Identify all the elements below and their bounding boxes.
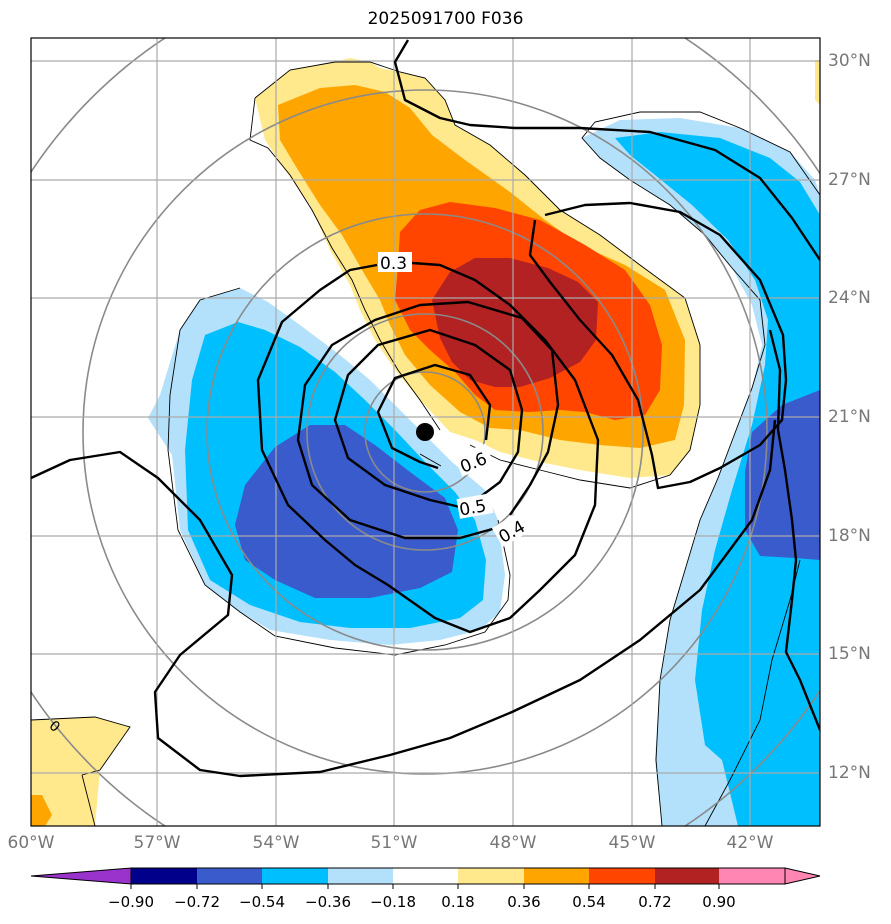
colorbar-seg-1 — [131, 868, 197, 884]
colorbar-tick-label: −0.36 — [305, 893, 351, 911]
range-ring-4 — [82, 89, 768, 775]
colorbar-seg-2 — [197, 868, 262, 884]
contour-0.3-left — [256, 261, 600, 634]
colorbar-tick-label: 0.90 — [702, 893, 736, 911]
range-rings — [31, 38, 820, 826]
range-ring-3 — [206, 213, 644, 651]
map-frame — [30, 37, 821, 827]
contour-0 — [31, 419, 777, 778]
contour-label-0.3: 0.3 — [380, 254, 407, 274]
lon-label-42w: 42°W — [726, 833, 774, 853]
colorbar-seg-7 — [524, 868, 589, 884]
lat-label-15n: 15°N — [828, 644, 871, 664]
contour-label-0.5: 0.5 — [458, 496, 488, 520]
lat-label-21n: 21°N — [828, 407, 871, 427]
colorbar-seg-8 — [589, 868, 655, 884]
shade-neg0.36-blue-e — [615, 132, 820, 826]
thick-contours — [31, 39, 820, 778]
lon-label-48w: 48°W — [489, 833, 537, 853]
lon-label-51w: 51°W — [370, 833, 418, 853]
colorbar-tick-label: 0.54 — [572, 893, 606, 911]
contour-0.4 — [296, 300, 560, 540]
contour-0.3-right — [393, 39, 820, 261]
colorbar-seg-6 — [458, 868, 524, 884]
colorbar — [30, 867, 821, 889]
lat-label-24n: 24°N — [828, 288, 871, 308]
colorbar-tick-label: −0.90 — [108, 893, 154, 911]
colorbar-tick-label: −0.54 — [239, 893, 285, 911]
colorbar-seg-9 — [655, 868, 719, 884]
shade-0.36-orange-sw — [31, 795, 52, 826]
range-ring-1 — [364, 371, 486, 493]
colorbar-seg-4 — [328, 868, 393, 884]
lon-label-54w: 54°W — [252, 833, 300, 853]
contour-0.6 — [376, 363, 492, 470]
contour-east — [768, 329, 820, 731]
colorbar-tick-label: −0.72 — [174, 893, 220, 911]
map-plot-area: 0.3 0.6 0.5 0.4 0 — [31, 38, 820, 826]
lat-label-30n: 30°N — [828, 51, 871, 71]
lon-label-60w: 60°W — [7, 833, 55, 853]
lat-label-27n: 27°N — [828, 170, 871, 190]
lon-label-45w: 45°W — [608, 833, 656, 853]
lat-label-18n: 18°N — [828, 526, 871, 546]
colorbar-tick-label: 0.18 — [441, 893, 475, 911]
colorbar-seg-10 — [719, 868, 785, 884]
range-ring-2 — [306, 313, 544, 551]
map-title: 2025091700 F036 — [367, 9, 524, 29]
colorbar-tick-label: 0.36 — [507, 893, 541, 911]
colorbar-seg-3 — [262, 868, 328, 884]
shade-0.18-yellow-sw — [31, 717, 130, 826]
colorbar-extend-high — [784, 867, 821, 885]
contour-labels: 0.3 0.6 0.5 0.4 0 — [46, 252, 533, 736]
colorbar-extend-low — [30, 867, 132, 885]
colorbar-tick-label: 0.72 — [638, 893, 672, 911]
lon-label-57w: 57°W — [133, 833, 181, 853]
contour-0.5 — [333, 328, 524, 509]
shade-neg0.54-mid-blue-w — [235, 425, 458, 598]
shade-0.18-yellow-ne — [815, 60, 820, 105]
storm-center-marker — [416, 423, 434, 441]
gridlines — [31, 38, 820, 826]
colorbar-seg-5 — [393, 868, 458, 884]
contour-0.3-inner — [528, 201, 788, 490]
shade-neg0.54-mid-blue-e — [745, 390, 820, 560]
lat-label-12n: 12°N — [828, 763, 871, 783]
colorbar-tick-label: −0.18 — [370, 893, 416, 911]
